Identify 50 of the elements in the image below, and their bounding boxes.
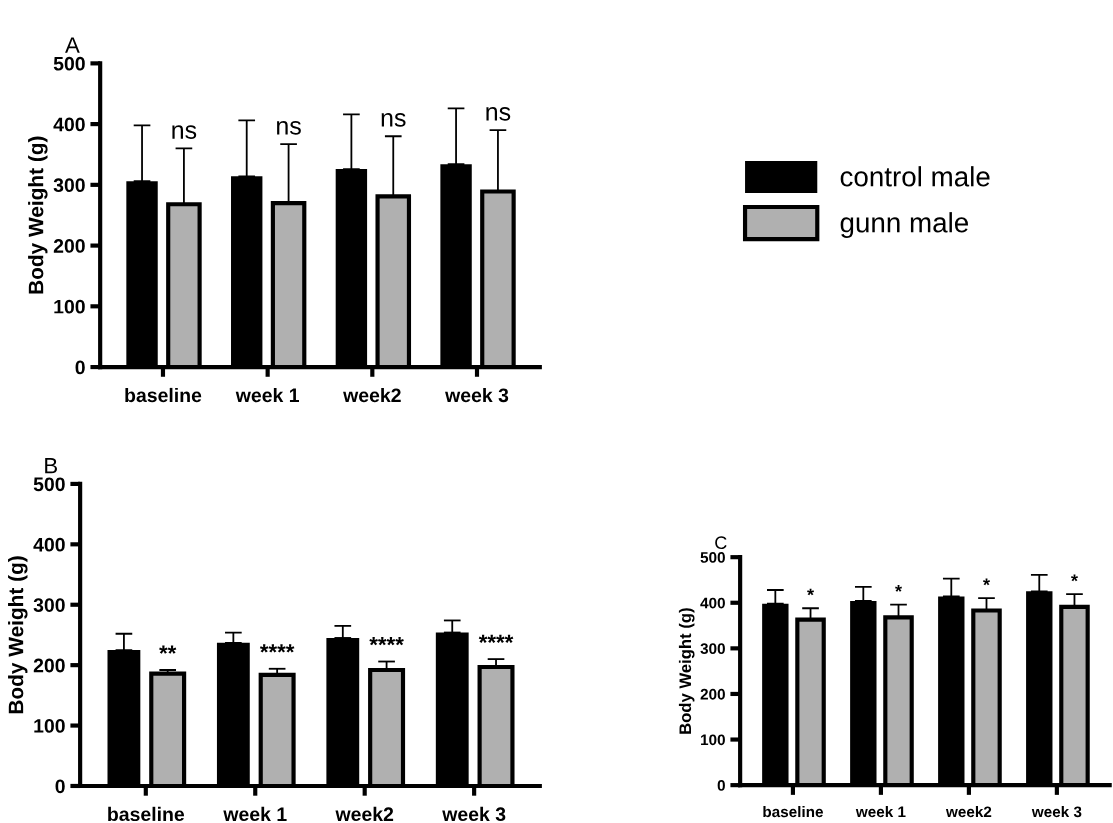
annotation: * bbox=[1071, 574, 1078, 582]
annotation: * bbox=[895, 585, 902, 592]
annotation: ns bbox=[381, 113, 406, 127]
annotation: ns bbox=[486, 106, 511, 121]
annotation: ns bbox=[172, 125, 197, 139]
y-tick-label: 200 bbox=[33, 658, 65, 673]
y-tick-label: 500 bbox=[700, 552, 725, 563]
y-tick-label: 400 bbox=[33, 537, 65, 552]
x-tick-label: week 3 bbox=[445, 387, 509, 403]
x-tick-label: week 1 bbox=[235, 387, 299, 403]
x-tick-label: week 1 bbox=[855, 805, 906, 818]
x-tick-label: week 1 bbox=[223, 806, 287, 822]
chart-title: C bbox=[715, 536, 727, 550]
y-tick-label: 300 bbox=[53, 178, 85, 193]
annotation: ** bbox=[159, 645, 177, 654]
chart-title: B bbox=[45, 457, 58, 474]
annotation: * bbox=[807, 588, 815, 596]
y-tick-label: 500 bbox=[33, 477, 65, 492]
y-tick-label: 400 bbox=[53, 117, 85, 132]
annotation: **** bbox=[369, 637, 404, 646]
annotation: ns bbox=[277, 120, 301, 135]
x-tick-label: baseline bbox=[763, 805, 823, 818]
x-tick-label: week 3 bbox=[1031, 805, 1082, 818]
y-tick-label: 100 bbox=[54, 299, 85, 314]
x-tick-label: baseline bbox=[108, 806, 185, 822]
y-tick-label: 0 bbox=[717, 780, 725, 791]
x-tick-label: week2 bbox=[343, 387, 401, 403]
y-tick-label: 200 bbox=[700, 688, 725, 700]
legend-label: gunn male bbox=[840, 212, 968, 239]
annotation: * bbox=[983, 578, 990, 586]
y-tick-label: 300 bbox=[33, 598, 65, 612]
y-tick-label: 400 bbox=[700, 597, 725, 609]
y-axis-title: Body Weight (g) bbox=[678, 608, 695, 734]
x-tick-label: week2 bbox=[945, 805, 992, 818]
annotation: **** bbox=[478, 634, 514, 643]
annotation: **** bbox=[259, 644, 295, 653]
y-axis-title: Body Weight (g) bbox=[28, 136, 48, 294]
y-tick-label: 0 bbox=[75, 360, 85, 375]
legend-label: control male bbox=[840, 166, 990, 187]
chart-title: A bbox=[65, 37, 80, 53]
x-tick-label: week 3 bbox=[442, 806, 506, 822]
y-tick-label: 300 bbox=[700, 643, 725, 655]
y-tick-label: 200 bbox=[53, 239, 85, 253]
y-tick-label: 0 bbox=[55, 779, 65, 794]
x-tick-label: baseline bbox=[125, 387, 202, 403]
y-tick-label: 100 bbox=[34, 719, 65, 733]
x-tick-label: week2 bbox=[335, 806, 394, 822]
y-tick-label: 100 bbox=[701, 734, 725, 746]
y-axis-title: Body Weight (g) bbox=[8, 556, 28, 714]
y-tick-label: 500 bbox=[53, 56, 85, 71]
